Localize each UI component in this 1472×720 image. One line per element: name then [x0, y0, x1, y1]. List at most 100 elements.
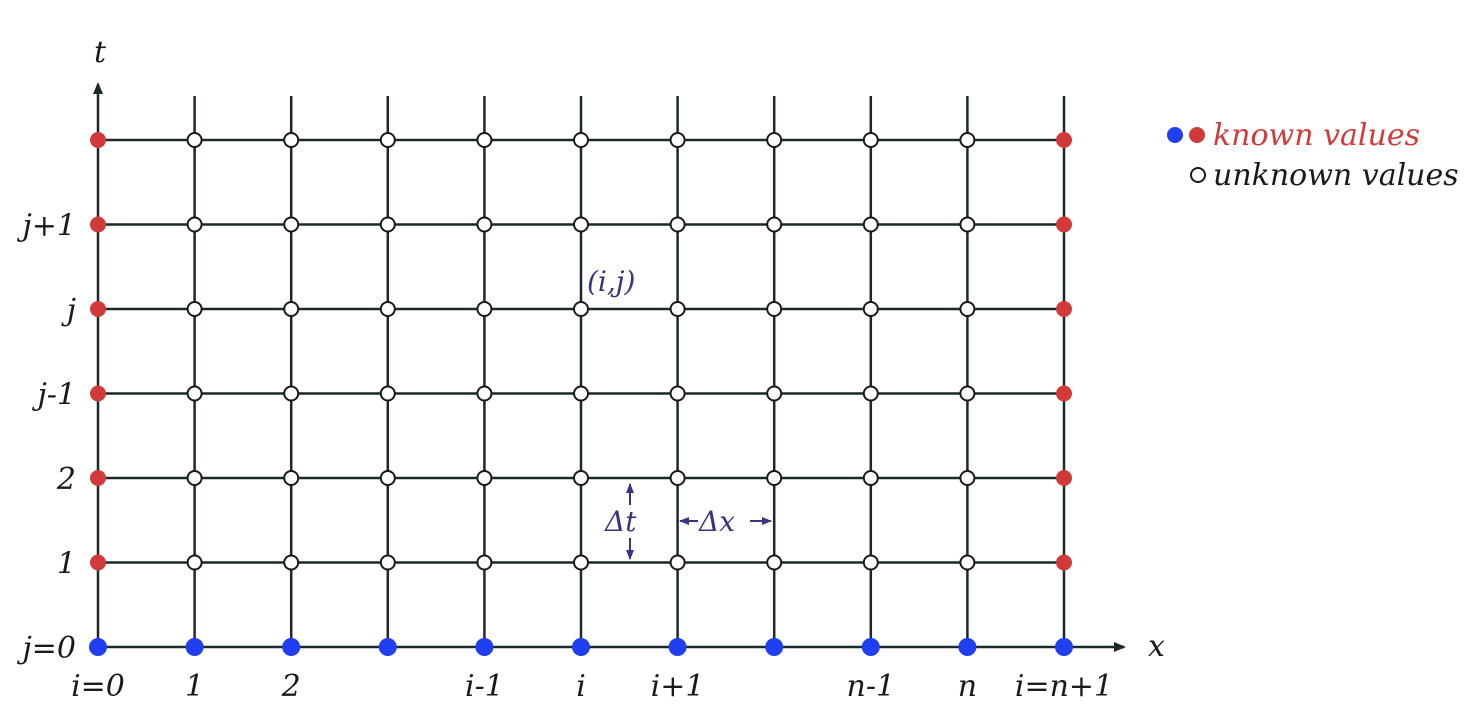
initial-node: [185, 638, 204, 656]
unknown-node: [476, 301, 493, 317]
t-tick-label: j+1: [16, 209, 76, 244]
unknown-node: [862, 385, 879, 402]
unknown-node: [573, 216, 589, 233]
unknown-node: [959, 385, 976, 402]
legend-unknown-label: unknown values: [1213, 158, 1459, 193]
x-axis-label: x: [1148, 629, 1165, 664]
unknown-node: [186, 301, 203, 317]
initial-node: [1055, 638, 1073, 656]
unknown-node: [476, 385, 493, 402]
unknown-node: [186, 554, 203, 571]
unknown-node: [766, 216, 783, 233]
t-tick-label: j: [61, 293, 76, 328]
unknown-node: [766, 385, 783, 402]
boundary-node: [90, 132, 106, 148]
boundary-node: [90, 301, 106, 317]
initial-node: [765, 638, 784, 656]
boundary-node: [1056, 554, 1072, 571]
unknown-node: [186, 470, 203, 486]
unknown-node: [959, 216, 976, 233]
x-tick-label: 2: [281, 669, 301, 704]
unknown-node: [573, 470, 589, 486]
t-tick-label: 2: [56, 462, 76, 497]
unknown-node: [766, 301, 783, 317]
unknown-node: [766, 132, 783, 148]
unknown-node: [186, 385, 203, 402]
unknown-node: [766, 470, 783, 486]
unknown-node: [669, 216, 686, 233]
legend-open-dot: [1190, 167, 1206, 183]
x-tick-label: i-1: [465, 669, 504, 704]
unknown-node: [476, 470, 493, 486]
legend-blue-dot: [1167, 127, 1183, 143]
unknown-node: [862, 470, 879, 486]
boundary-node: [90, 216, 106, 233]
dt-label: Δt: [604, 505, 637, 538]
legend-known-label: known values: [1213, 118, 1420, 153]
unknown-node: [379, 132, 396, 148]
node-ij-label: (i,j): [587, 265, 635, 298]
unknown-node: [959, 132, 976, 148]
unknown-node: [669, 554, 686, 571]
initial-node: [668, 638, 687, 656]
t-axis-label: t: [94, 35, 107, 70]
unknown-node: [379, 470, 396, 486]
unknown-node: [669, 301, 686, 317]
unknown-node: [186, 132, 203, 148]
legend-red-dot: [1189, 127, 1205, 143]
unknown-node: [669, 470, 686, 486]
unknown-node: [283, 132, 300, 148]
unknown-node: [573, 132, 589, 148]
boundary-node: [90, 470, 106, 486]
x-tick-label: n: [958, 669, 977, 704]
unknown-node: [379, 385, 396, 402]
initial-node: [282, 638, 301, 656]
unknown-node: [283, 470, 300, 486]
initial-node: [861, 638, 880, 656]
x-tick-label: 1: [185, 669, 204, 704]
t-tick-labels: j=0 1 2 j-1 j j+1: [16, 209, 76, 667]
boundary-node: [1056, 216, 1072, 233]
unknown-node: [283, 301, 300, 317]
t-tick-label: j=0: [16, 631, 76, 666]
unknown-node: [476, 554, 493, 571]
unknown-node: [283, 385, 300, 402]
unknown-node: [476, 216, 493, 233]
axes: [93, 82, 1126, 652]
unknown-node: [669, 385, 686, 402]
initial-node: [572, 638, 590, 656]
unknown-node: [959, 301, 976, 317]
unknown-node: [379, 301, 396, 317]
unknown-node: [573, 554, 589, 571]
initial-node: [475, 638, 494, 656]
x-tick-label: n-1: [847, 669, 896, 704]
grid-nodes: [89, 132, 1073, 656]
boundary-node: [90, 554, 106, 571]
unknown-node: [862, 216, 879, 233]
legend: known values unknown values: [1167, 118, 1459, 193]
unknown-node: [862, 301, 879, 317]
unknown-node: [959, 470, 976, 486]
unknown-node: [379, 554, 396, 571]
unknown-node: [573, 301, 589, 317]
unknown-node: [283, 216, 300, 233]
t-tick-label: j-1: [31, 378, 76, 413]
unknown-node: [862, 132, 879, 148]
boundary-node: [1056, 301, 1072, 317]
boundary-node: [1056, 132, 1072, 148]
boundary-node: [1056, 470, 1072, 486]
unknown-node: [669, 132, 686, 148]
x-tick-label: i=0: [71, 669, 125, 704]
unknown-node: [476, 132, 493, 148]
initial-node: [89, 638, 107, 656]
unknown-node: [862, 554, 879, 571]
unknown-node: [959, 554, 976, 571]
dx-label: Δx: [698, 505, 735, 538]
boundary-node: [1056, 385, 1072, 402]
x-tick-label: i=n+1: [1015, 669, 1113, 704]
boundary-node: [90, 385, 106, 402]
initial-node: [378, 638, 397, 656]
unknown-node: [186, 216, 203, 233]
unknown-node: [573, 385, 589, 402]
